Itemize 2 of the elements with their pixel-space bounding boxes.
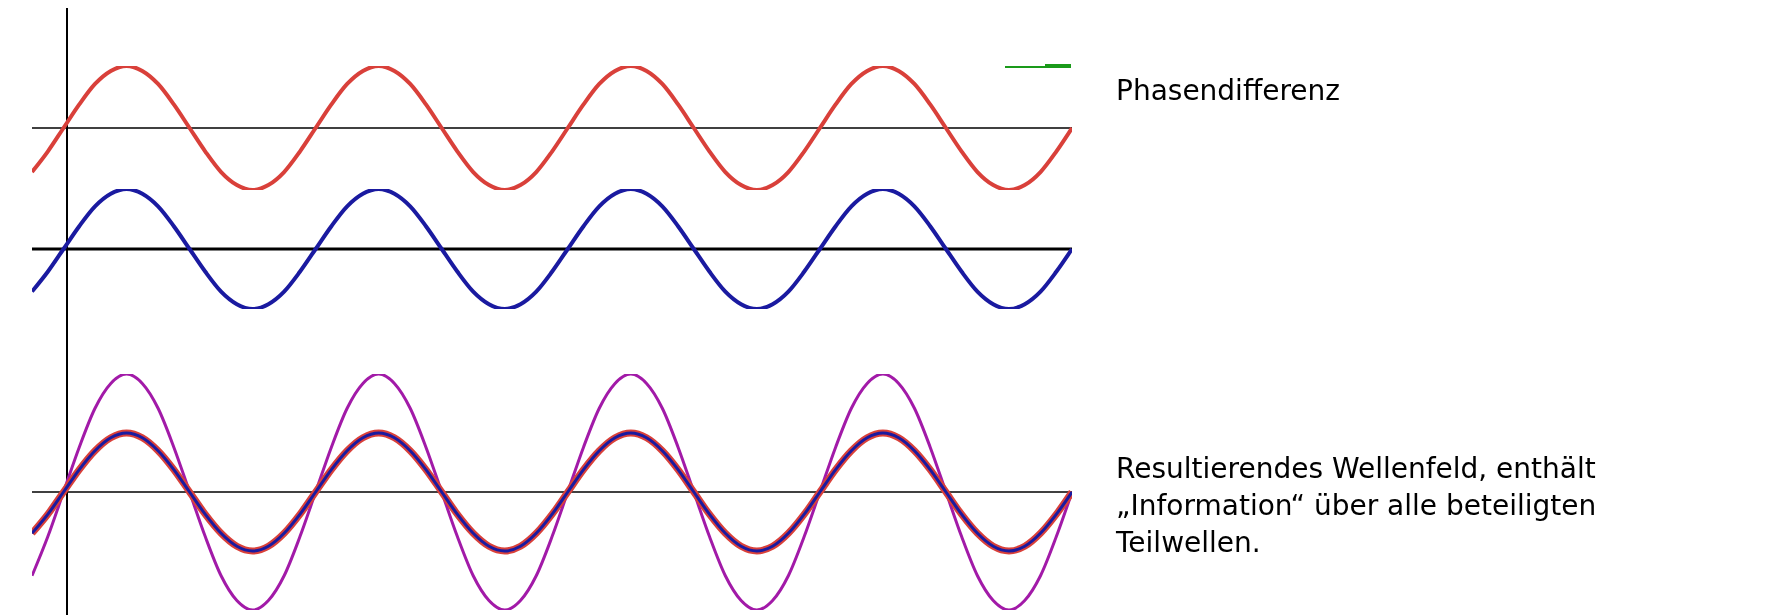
text: Phasendifferenz: [1116, 73, 1341, 109]
text: Resultierendes Wellenfeld, enthält „Information“ über alle beteiligten Teilwellen.: [1116, 451, 1598, 561]
